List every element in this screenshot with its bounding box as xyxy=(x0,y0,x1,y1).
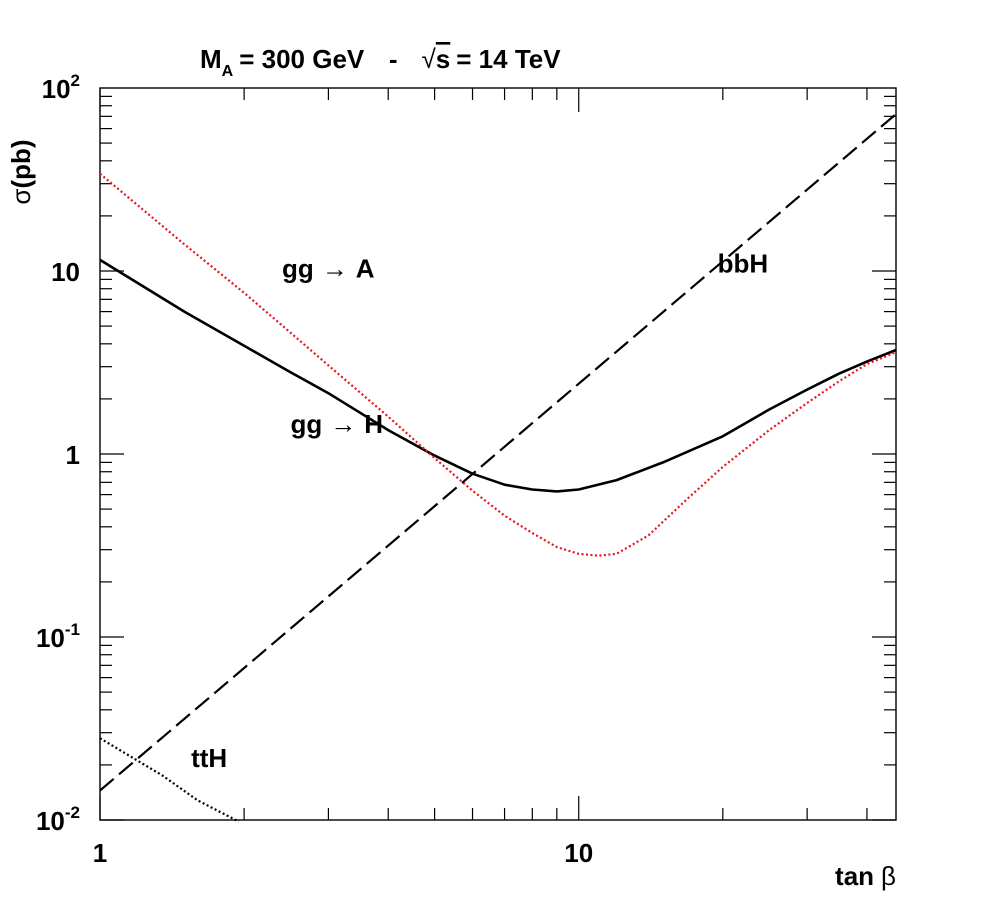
y-tick-label-exponent: 2 xyxy=(71,71,80,90)
x-tick-label: 1 xyxy=(93,838,107,868)
title-mass-symbol: M xyxy=(200,44,222,74)
plot-frame xyxy=(99,87,897,821)
series-label-final: A xyxy=(356,254,375,284)
y-tick-label-exponent: -1 xyxy=(65,620,80,639)
y-tick-label-base: 10 xyxy=(42,74,71,104)
x-axis-title: tan β xyxy=(835,861,896,891)
series-line-bbh xyxy=(99,113,897,792)
series-label-bbh: bbH xyxy=(718,249,769,279)
chart-title: MA = 300 GeV - √s = 14 TeV xyxy=(200,44,561,80)
x-tick-label: 10 xyxy=(564,838,593,868)
x-axis-title-greek: β xyxy=(881,861,896,891)
y-axis-title-sym: σ xyxy=(6,189,36,205)
title-energy-var: s xyxy=(436,44,450,74)
y-tick-label-base: 10 xyxy=(51,257,80,287)
title-mass-value: = 300 GeV xyxy=(239,44,365,74)
y-tick-label-base: 10 xyxy=(36,623,65,653)
title-energy-value: = 14 TeV xyxy=(456,44,561,74)
y-tick-label: 10-2 xyxy=(36,803,80,836)
series-line-gg-a xyxy=(99,172,897,557)
y-tick-label: 10-1 xyxy=(36,620,80,653)
x-axis-title-var: tan xyxy=(835,861,874,891)
y-tick-label: 10 xyxy=(51,257,80,287)
series-label-final: H xyxy=(364,409,383,439)
series-label-arrow: → xyxy=(330,409,356,439)
text-layer: MA = 300 GeV - √s = 14 TeV tan β σ(pb) xyxy=(6,44,896,891)
series-line-tth xyxy=(99,737,240,823)
series-label-arrow: → xyxy=(322,254,348,284)
series-label-process: gg xyxy=(282,254,314,284)
y-axis-title-unit: (pb) xyxy=(6,139,36,188)
series-line-gg-h xyxy=(99,258,897,493)
y-axis-title: σ(pb) xyxy=(6,139,36,204)
y-tick-label: 102 xyxy=(42,71,80,104)
y-tick-label-base: 1 xyxy=(66,440,80,470)
series-label-gg-h: gg → H xyxy=(291,409,384,439)
y-tick-label-exponent: -2 xyxy=(65,803,80,822)
y-tick-label: 1 xyxy=(66,440,80,470)
title-sqrt-symbol: √ xyxy=(422,44,437,74)
series-label-process: gg xyxy=(291,409,323,439)
series-label-gg-a: gg → A xyxy=(282,254,375,284)
title-separator: - xyxy=(389,44,398,74)
title-mass-subscript: A xyxy=(222,63,234,80)
series-label-tth: ttH xyxy=(191,743,227,773)
y-tick-label-base: 10 xyxy=(36,806,65,836)
